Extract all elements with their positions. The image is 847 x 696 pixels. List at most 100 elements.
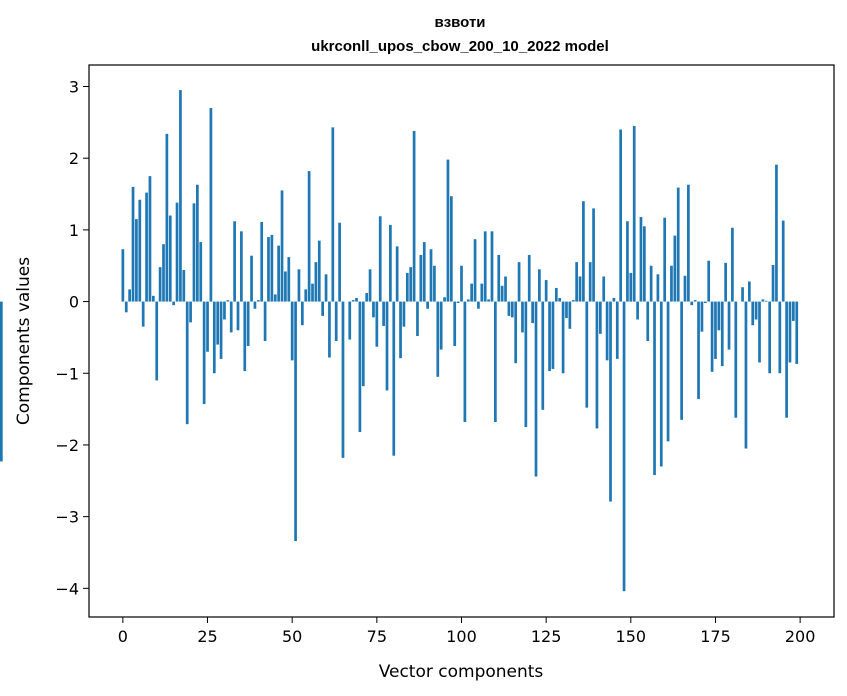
bar-84 [405, 272, 409, 302]
bar-169 [693, 300, 697, 302]
bar-197 [788, 301, 792, 363]
bar-44 [270, 234, 274, 302]
bar-43 [267, 237, 270, 302]
bar-95 [443, 297, 446, 302]
bar-125 [544, 280, 548, 302]
bar-163 [673, 235, 677, 302]
bar-115 [510, 301, 514, 318]
bar-137 [585, 301, 589, 408]
bar-35 [240, 231, 243, 302]
bar-173 [707, 260, 711, 302]
x-axis-label: Vector components [379, 662, 544, 682]
bar-6 [141, 301, 145, 327]
bar-132 [568, 301, 572, 329]
bar-162 [670, 265, 673, 302]
bar-82 [399, 301, 402, 359]
bar-126 [548, 301, 551, 372]
bar-108 [487, 299, 490, 302]
bar-193 [775, 164, 778, 302]
bar-26 [209, 108, 213, 302]
bar-110 [494, 301, 497, 423]
bar-9 [151, 295, 155, 302]
bar-54 [304, 289, 308, 302]
x-tick-label: 200 [785, 627, 816, 646]
y-tick-label: −4 [55, 579, 79, 598]
bar-184 [744, 301, 748, 449]
bar-67 [348, 301, 352, 340]
bar-59 [321, 301, 325, 316]
bar-63 [334, 301, 338, 341]
bar-171 [700, 301, 704, 332]
bar-114 [507, 301, 511, 316]
y-tick-label: −3 [55, 508, 79, 527]
bar-25 [206, 301, 209, 352]
bar-61 [328, 301, 331, 358]
bar-178 [724, 262, 727, 302]
bar-117 [517, 262, 521, 302]
bar-98 [453, 301, 457, 347]
bar-192 [771, 265, 775, 302]
bar-118 [521, 301, 524, 333]
bar-5 [138, 199, 142, 302]
bar-12 [162, 244, 165, 302]
bar-165 [680, 301, 683, 420]
bar-81 [395, 246, 399, 302]
bar-99 [456, 301, 460, 303]
bar-73 [368, 269, 372, 302]
bar-20 [189, 301, 192, 323]
bar-37 [246, 301, 250, 347]
bar-176 [717, 301, 721, 331]
bar-152 [636, 301, 639, 320]
bar-62 [331, 127, 335, 302]
bar-195 [781, 220, 785, 302]
bar-177 [720, 301, 724, 367]
bar-142 [602, 276, 606, 302]
bar-42 [263, 301, 267, 341]
bar-120 [527, 254, 531, 302]
bar-57 [314, 262, 318, 302]
x-tick-label: 50 [282, 627, 302, 646]
bar-189 [761, 299, 765, 302]
bar-65 [341, 301, 345, 458]
bar-113 [504, 276, 507, 302]
bar-1 [124, 301, 128, 313]
bar-18 [182, 270, 186, 302]
bar-50 [290, 301, 294, 361]
bar-174 [710, 301, 714, 372]
bar-199 [795, 301, 799, 364]
bar-155 [646, 301, 650, 341]
bar-179 [727, 301, 731, 350]
bar-141 [598, 301, 602, 334]
bar-77 [382, 301, 385, 326]
bar-138 [588, 262, 592, 302]
bar-40 [256, 300, 260, 302]
bar-102 [466, 299, 470, 302]
bar-185 [747, 281, 751, 302]
x-tick-label: 100 [446, 627, 477, 646]
bar-undefined [0, 301, 3, 462]
bar-24 [202, 301, 206, 405]
bar-144 [609, 301, 612, 502]
bar-85 [409, 267, 413, 302]
y-tick-label: 1 [69, 221, 79, 240]
y-tick-label: 3 [69, 78, 79, 97]
bar-101 [463, 301, 467, 423]
bar-64 [338, 222, 341, 302]
bar-68 [351, 300, 355, 302]
bar-79 [389, 224, 392, 302]
bar-124 [541, 301, 545, 410]
x-tick-label: 75 [367, 627, 387, 646]
bar-51 [294, 301, 297, 542]
bar-2 [128, 289, 131, 302]
bar-107 [483, 231, 487, 302]
bar-105 [477, 301, 480, 309]
bar-100 [460, 265, 463, 302]
bar-183 [741, 287, 744, 302]
bar-190 [764, 300, 768, 302]
bar-194 [778, 301, 782, 374]
bar-130 [561, 301, 565, 374]
bar-90 [426, 301, 429, 309]
bar-122 [534, 301, 538, 477]
bar-72 [365, 292, 369, 302]
x-ticks: 0 25 50 75 100 125 150 175 200 [118, 617, 816, 646]
